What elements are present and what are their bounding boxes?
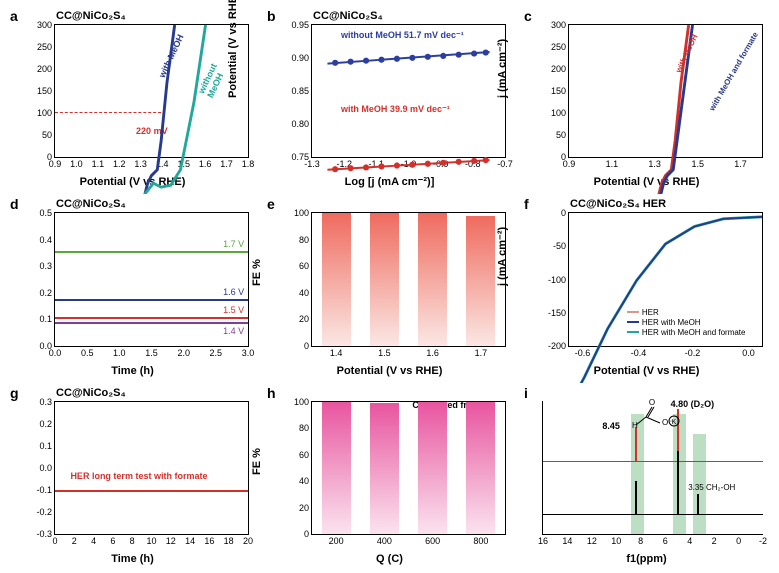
nmr-band xyxy=(631,414,644,534)
fe-bar xyxy=(322,213,351,345)
y-axis-label: Potential (V vs RHE) xyxy=(227,0,239,98)
nmr-baseline-black xyxy=(543,514,763,515)
y-axis-label: j (mA cm⁻²) xyxy=(496,227,509,286)
panel-i: i f1(ppm) 16 14 12 10 8 6 4 2 0 -2 xyxy=(520,383,773,567)
y-axis-label: FE % xyxy=(251,260,263,287)
panel-letter: a xyxy=(10,8,18,24)
chrono-trace xyxy=(55,251,248,253)
panel-c: c j (mA cm⁻²) Potential (V vs RHE) 0 50 … xyxy=(520,6,773,190)
panel-h: h FE % Q (C) Calculated from H₂ 0 20 40 … xyxy=(263,383,516,567)
panel-b: b CC@NiCo₂S₄ Potential (V vs RHE) Log [j… xyxy=(263,6,516,190)
panel-e: e FE % Potential (V vs RHE) 0 20 40 60 8… xyxy=(263,194,516,378)
panel-title: CC@NiCo₂S₄ xyxy=(313,10,383,22)
lsv-curves xyxy=(569,25,762,218)
x-axis-label: Q (C) xyxy=(376,553,403,565)
trace-label: 1.6 V xyxy=(223,287,244,297)
x-axis-label: Time (h) xyxy=(111,553,154,565)
nmr-band xyxy=(673,414,686,534)
nmr-peak xyxy=(677,451,679,514)
panel-letter: d xyxy=(10,196,19,212)
fe-bar xyxy=(370,403,399,534)
panel-title: CC@NiCo₂S₄ xyxy=(56,198,126,210)
peak-label: 4.80 (D₂O) xyxy=(671,399,715,409)
panel-letter: g xyxy=(10,385,19,401)
fe-bar xyxy=(322,402,351,534)
panel-title: CC@NiCo₂S₄ xyxy=(56,387,126,399)
panel-letter: f xyxy=(524,196,529,212)
x-axis-label: Time (h) xyxy=(111,365,154,377)
chart-area: 0 50 100 150 200 250 300 0.9 1.0 1.1 1.2… xyxy=(54,24,249,158)
fe-bar xyxy=(418,213,447,345)
panel-letter: b xyxy=(267,8,276,24)
fe-bar xyxy=(466,216,495,346)
legend: HER HER with MeOH HER with MeOH and form… xyxy=(627,308,746,338)
chrono-trace xyxy=(55,299,248,301)
her-annotation: HER long term test with formate xyxy=(70,471,207,481)
nmr-peak xyxy=(635,427,637,460)
nmr-area: 16 14 12 10 8 6 4 2 0 -2 O xyxy=(542,401,763,535)
trace-label: 1.7 V xyxy=(223,239,244,249)
panel-letter: h xyxy=(267,385,276,401)
x-axis-label: f1(ppm) xyxy=(626,553,666,565)
tafel-markers xyxy=(312,25,505,218)
tafel-label-1: without MeOH 51.7 mV dec⁻¹ xyxy=(341,30,464,41)
panel-g: g CC@NiCo₂S₄ j (mA cm⁻²) Time (h) -0.3 -… xyxy=(6,383,259,567)
panel-title: CC@NiCo₂S₄ HER xyxy=(570,198,666,210)
x-axis-label: Potential (V vs RHE) xyxy=(337,365,443,377)
nmr-peak xyxy=(697,494,699,514)
chart-area: 0.0 0.1 0.2 0.3 0.4 0.5 0.0 0.5 1.0 1.5 … xyxy=(54,212,249,346)
peak-label: 3.35 CH₂-OH xyxy=(688,483,735,492)
chrono-trace xyxy=(55,322,248,324)
svg-text:H: H xyxy=(632,421,638,429)
y-axis-label: FE % xyxy=(251,448,263,475)
figure-grid: a CC@NiCo₂S₄ j (mA cm⁻²) Potential (V vs… xyxy=(0,0,779,573)
chart-area: Calculated from H₂ 0 20 40 60 80 100 200… xyxy=(311,401,506,535)
panel-f: f CC@NiCo₂S₄ HER j (mA cm⁻²) Potential (… xyxy=(520,194,773,378)
tafel-label-2: with MeOH 39.9 mV dec⁻¹ xyxy=(341,104,450,115)
chart-area: 0.75 0.80 0.85 0.90 0.95 -1.3 -1.2 -1.1 … xyxy=(311,24,506,158)
chart-area: -0.3 -0.2 -0.1 0.0 0.1 0.2 0.3 0 2 4 6 8… xyxy=(54,401,249,535)
svg-text:K: K xyxy=(672,419,677,426)
panel-title: CC@NiCo₂S₄ xyxy=(56,10,126,22)
nmr-baseline-red xyxy=(543,461,763,462)
fe-bar xyxy=(370,213,399,345)
svg-text:O: O xyxy=(649,398,655,407)
peak-label: 8.45 xyxy=(602,421,620,431)
trace-label: 1.5 V xyxy=(223,305,244,315)
chart-area: 0 -50 -100 -150 -200 -0.6 -0.4 -0.2 0.0 … xyxy=(568,212,763,346)
panel-d: d CC@NiCo₂S₄ j (mA cm⁻²) Time (h) 0.0 0.… xyxy=(6,194,259,378)
panel-a: a CC@NiCo₂S₄ j (mA cm⁻²) Potential (V vs… xyxy=(6,6,259,190)
trace-label: 1.4 V xyxy=(223,326,244,336)
nmr-peak xyxy=(635,481,637,514)
y-axis-label: j (mA cm⁻²) xyxy=(496,39,509,98)
panel-letter: i xyxy=(524,385,528,401)
chrono-trace xyxy=(55,317,248,319)
panel-letter: c xyxy=(524,8,532,24)
chart-area: 0 50 100 150 200 250 300 0.9 1.1 1.3 1.5… xyxy=(568,24,763,158)
fe-bar xyxy=(466,402,495,534)
her-trace xyxy=(55,490,248,492)
fe-bar xyxy=(418,402,447,534)
panel-letter: e xyxy=(267,196,275,212)
chart-area: 0 20 40 60 80 100 1.4 1.5 1.6 1.7 xyxy=(311,212,506,346)
